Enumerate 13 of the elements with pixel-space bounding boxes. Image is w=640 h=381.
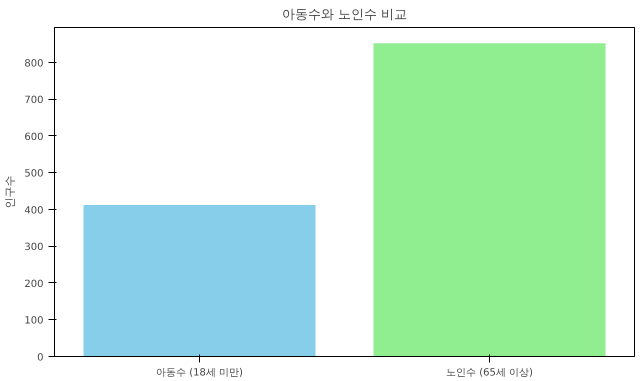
y-tick-label: 400: [24, 205, 44, 216]
y-tick-label: 0: [37, 352, 44, 364]
y-tick-label: 700: [24, 95, 44, 106]
y-tick-label: 300: [24, 242, 44, 254]
y-tick-label: 800: [24, 58, 44, 70]
y-tick-label: 600: [24, 132, 44, 143]
y-tick-label: 100: [24, 316, 44, 327]
x-tick-label: 아동수 (18세 미만): [156, 368, 244, 378]
x-tick-label: 노인수 (65세 이상): [446, 368, 534, 378]
y-tick-label: 200: [24, 278, 44, 290]
y-axis-title: 인구수: [3, 176, 16, 208]
y-tick-label: 500: [24, 168, 44, 180]
chart-title: 아동수와 노인수 비교: [282, 8, 408, 22]
